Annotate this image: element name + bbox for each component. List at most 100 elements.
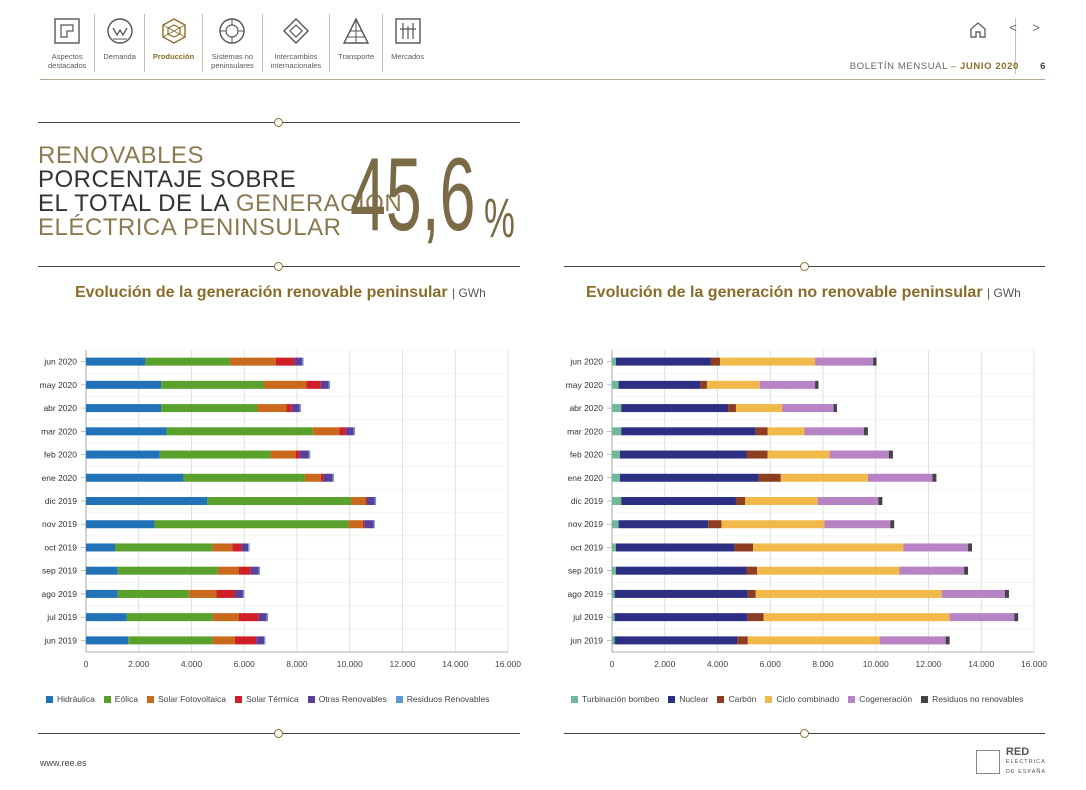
bar-segment-turbinaci-n-bombeo	[612, 473, 620, 482]
renewables-share-value: 45,6	[350, 137, 476, 253]
bar-segment-solar-t-rmica	[235, 636, 257, 645]
bar-segment-residuos-renovables	[302, 357, 304, 366]
legend-item: Residuos no renovables	[921, 694, 1023, 704]
nav-item-6[interactable]: Mercados	[383, 14, 432, 72]
bar-segment-ciclo-combinado	[757, 566, 900, 575]
chart-title-renewable: Evolución de la generación renovable pen…	[75, 284, 486, 301]
legend-swatch	[307, 695, 315, 703]
bar-segment-solar-t-rmica	[339, 427, 346, 436]
header-controls: < >	[926, 14, 1046, 74]
bar-segment-cogeneraci-n	[903, 543, 969, 552]
nonrenewable-chart: 0 2.000 4.000 6.000 8.000 10.000 12.000 14.000 1…	[566, 349, 1047, 669]
nav-item-5[interactable]: Transporte	[330, 14, 384, 72]
logo-line2: ELÉCTRICA	[1005, 759, 1046, 765]
bar-segment-carb-n	[747, 613, 764, 622]
bar-segment-carb-n	[737, 636, 748, 645]
nav-label: Intercambios internacionales	[270, 52, 322, 70]
bar-segment-residuos-renovables	[258, 566, 261, 575]
bar-segment-ciclo-combinado	[735, 404, 783, 413]
nav-label: Producción	[152, 52, 195, 61]
bar-segment-carb-n	[747, 589, 756, 598]
bar-segment-nuclear	[621, 404, 729, 413]
y-tick-label: mar 2020	[41, 426, 77, 436]
bar-segment-hidr-ulica	[86, 543, 116, 552]
bar-segment-solar-t-rmica	[275, 357, 295, 366]
legend-swatch	[146, 695, 154, 703]
nav-item-2[interactable]: Producción	[145, 14, 204, 72]
bar-segment-e-lica	[207, 497, 352, 505]
divider-bottom-left	[38, 729, 520, 738]
y-tick-label: ene 2020	[568, 473, 604, 483]
bar-segment-solar-t-rmica	[295, 450, 300, 459]
bar-segment-ciclo-combinado	[745, 497, 818, 505]
bar-segment-e-lica	[159, 450, 271, 459]
bar-segment-otras-renovables	[345, 427, 354, 436]
bar-segment-solar-fotovoltaica	[351, 497, 366, 505]
bar-segment-turbinaci-n-bombeo	[612, 427, 622, 436]
home-icon[interactable]	[968, 20, 988, 40]
legend-swatch	[46, 695, 53, 703]
legend-label: Ciclo combinado	[776, 694, 840, 704]
bar-segment-ciclo-combinado	[780, 473, 868, 482]
x-tick-label: 8.000	[286, 659, 308, 669]
headline-line1: RENOVABLES	[38, 142, 204, 169]
bar-segment-hidr-ulica	[86, 450, 160, 459]
nav-label: Transporte	[338, 52, 375, 61]
bar-segment-turbinaci-n-bombeo	[612, 636, 615, 645]
x-tick-label: 4.000	[707, 659, 729, 669]
page-number: 6	[1040, 61, 1046, 72]
legend-label: Hidráulica	[57, 694, 95, 704]
legend-item: Turbinación bombeo	[571, 694, 659, 704]
demand-icon	[106, 18, 133, 44]
bar-segment-turbinaci-n-bombeo	[612, 497, 622, 505]
footer-url[interactable]: www.ree.es	[40, 758, 87, 768]
bar-segment-residuos-no-renovables	[863, 427, 868, 436]
y-tick-label: ene 2020	[42, 473, 78, 483]
nav-item-3[interactable]: Sistemas no peninsulares	[203, 14, 263, 72]
bar-segment-residuos-renovables	[328, 380, 330, 389]
bar-segment-hidr-ulica	[86, 589, 118, 598]
legend-item: Eólica	[103, 694, 138, 704]
header-rule	[40, 79, 1045, 80]
bar-segment-solar-fotovoltaica	[188, 589, 217, 598]
bar-segment-ciclo-combinado	[767, 427, 805, 436]
bar-segment-otras-renovables	[258, 613, 267, 622]
legend-item: Carbón	[717, 694, 756, 704]
bar-segment-residuos-no-renovables	[888, 450, 893, 459]
chart-title-renewable-text: Evolución de la generación renovable pen…	[75, 284, 448, 301]
bar-segment-cogeneraci-n	[817, 497, 879, 505]
bar-segment-otras-renovables	[291, 404, 300, 413]
legend-item: Solar Térmica	[235, 694, 299, 704]
bar-segment-ciclo-combinado	[747, 636, 880, 645]
legend-swatch	[103, 695, 111, 703]
x-tick-label: 14.000	[968, 659, 994, 669]
y-tick-label: jun 2020	[43, 357, 77, 367]
bar-segment-turbinaci-n-bombeo	[612, 589, 615, 598]
bar-segment-e-lica	[161, 404, 258, 413]
page-arrows[interactable]: < >	[1009, 20, 1046, 35]
legend-label: Carbón	[728, 694, 757, 704]
bar-segment-cogeneraci-n	[815, 357, 874, 366]
bulletin-info: BOLETÍN MENSUAL – JUNIO 2020 6	[850, 61, 1046, 72]
y-tick-label: dic 2019	[45, 496, 77, 506]
nav-item-0[interactable]: Aspectos destacados	[40, 14, 96, 72]
bar-segment-cogeneraci-n	[879, 636, 946, 645]
ree-logo: RED ELÉCTRICA DE ESPAÑA	[975, 747, 1046, 777]
divider-mid-left	[38, 262, 520, 271]
bar-segment-residuos-no-renovables	[890, 520, 895, 529]
nav-item-1[interactable]: Demanda	[95, 14, 145, 72]
x-tick-label: 6.000	[234, 659, 256, 669]
y-tick-label: jul 2019	[46, 612, 77, 622]
x-tick-label: 4.000	[181, 659, 203, 669]
x-tick-label: 12.000	[916, 659, 942, 669]
bar-segment-turbinaci-n-bombeo	[612, 543, 616, 552]
nav-item-4[interactable]: Intercambios internacionales	[263, 14, 331, 72]
bar-segment-solar-fotovoltaica	[312, 427, 340, 436]
bar-segment-cogeneraci-n	[824, 520, 891, 529]
bar-segment-residuos-renovables	[299, 404, 301, 413]
bar-segment-otras-renovables	[366, 497, 375, 505]
bar-segment-nuclear	[621, 497, 736, 505]
bar-segment-otras-renovables	[235, 589, 243, 598]
bar-segment-residuos-no-renovables	[964, 566, 969, 575]
bar-segment-turbinaci-n-bombeo	[612, 357, 616, 366]
